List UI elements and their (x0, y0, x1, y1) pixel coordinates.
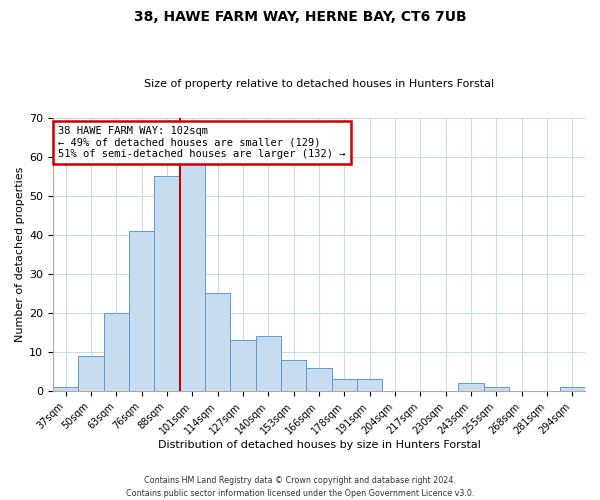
Bar (281, 360, 307, 391)
Bar (154, 176, 179, 391)
Bar (256, 336, 281, 391)
Bar (79, 356, 104, 391)
Bar (332, 380, 357, 391)
Bar (179, 164, 205, 391)
Text: 38, HAWE FARM WAY, HERNE BAY, CT6 7UB: 38, HAWE FARM WAY, HERNE BAY, CT6 7UB (134, 10, 466, 24)
Bar (205, 294, 230, 391)
Bar (230, 340, 256, 391)
Y-axis label: Number of detached properties: Number of detached properties (15, 166, 25, 342)
Bar (104, 313, 129, 391)
Title: Size of property relative to detached houses in Hunters Forstal: Size of property relative to detached ho… (144, 79, 494, 89)
Bar (53, 387, 79, 391)
Text: 38 HAWE FARM WAY: 102sqm
← 49% of detached houses are smaller (129)
51% of semi-: 38 HAWE FARM WAY: 102sqm ← 49% of detach… (58, 126, 346, 159)
Bar (560, 387, 585, 391)
Text: Contains HM Land Registry data © Crown copyright and database right 2024.
Contai: Contains HM Land Registry data © Crown c… (126, 476, 474, 498)
Bar (458, 384, 484, 391)
X-axis label: Distribution of detached houses by size in Hunters Forstal: Distribution of detached houses by size … (158, 440, 481, 450)
Bar (129, 231, 154, 391)
Bar (307, 368, 332, 391)
Bar (357, 380, 382, 391)
Bar (484, 387, 509, 391)
